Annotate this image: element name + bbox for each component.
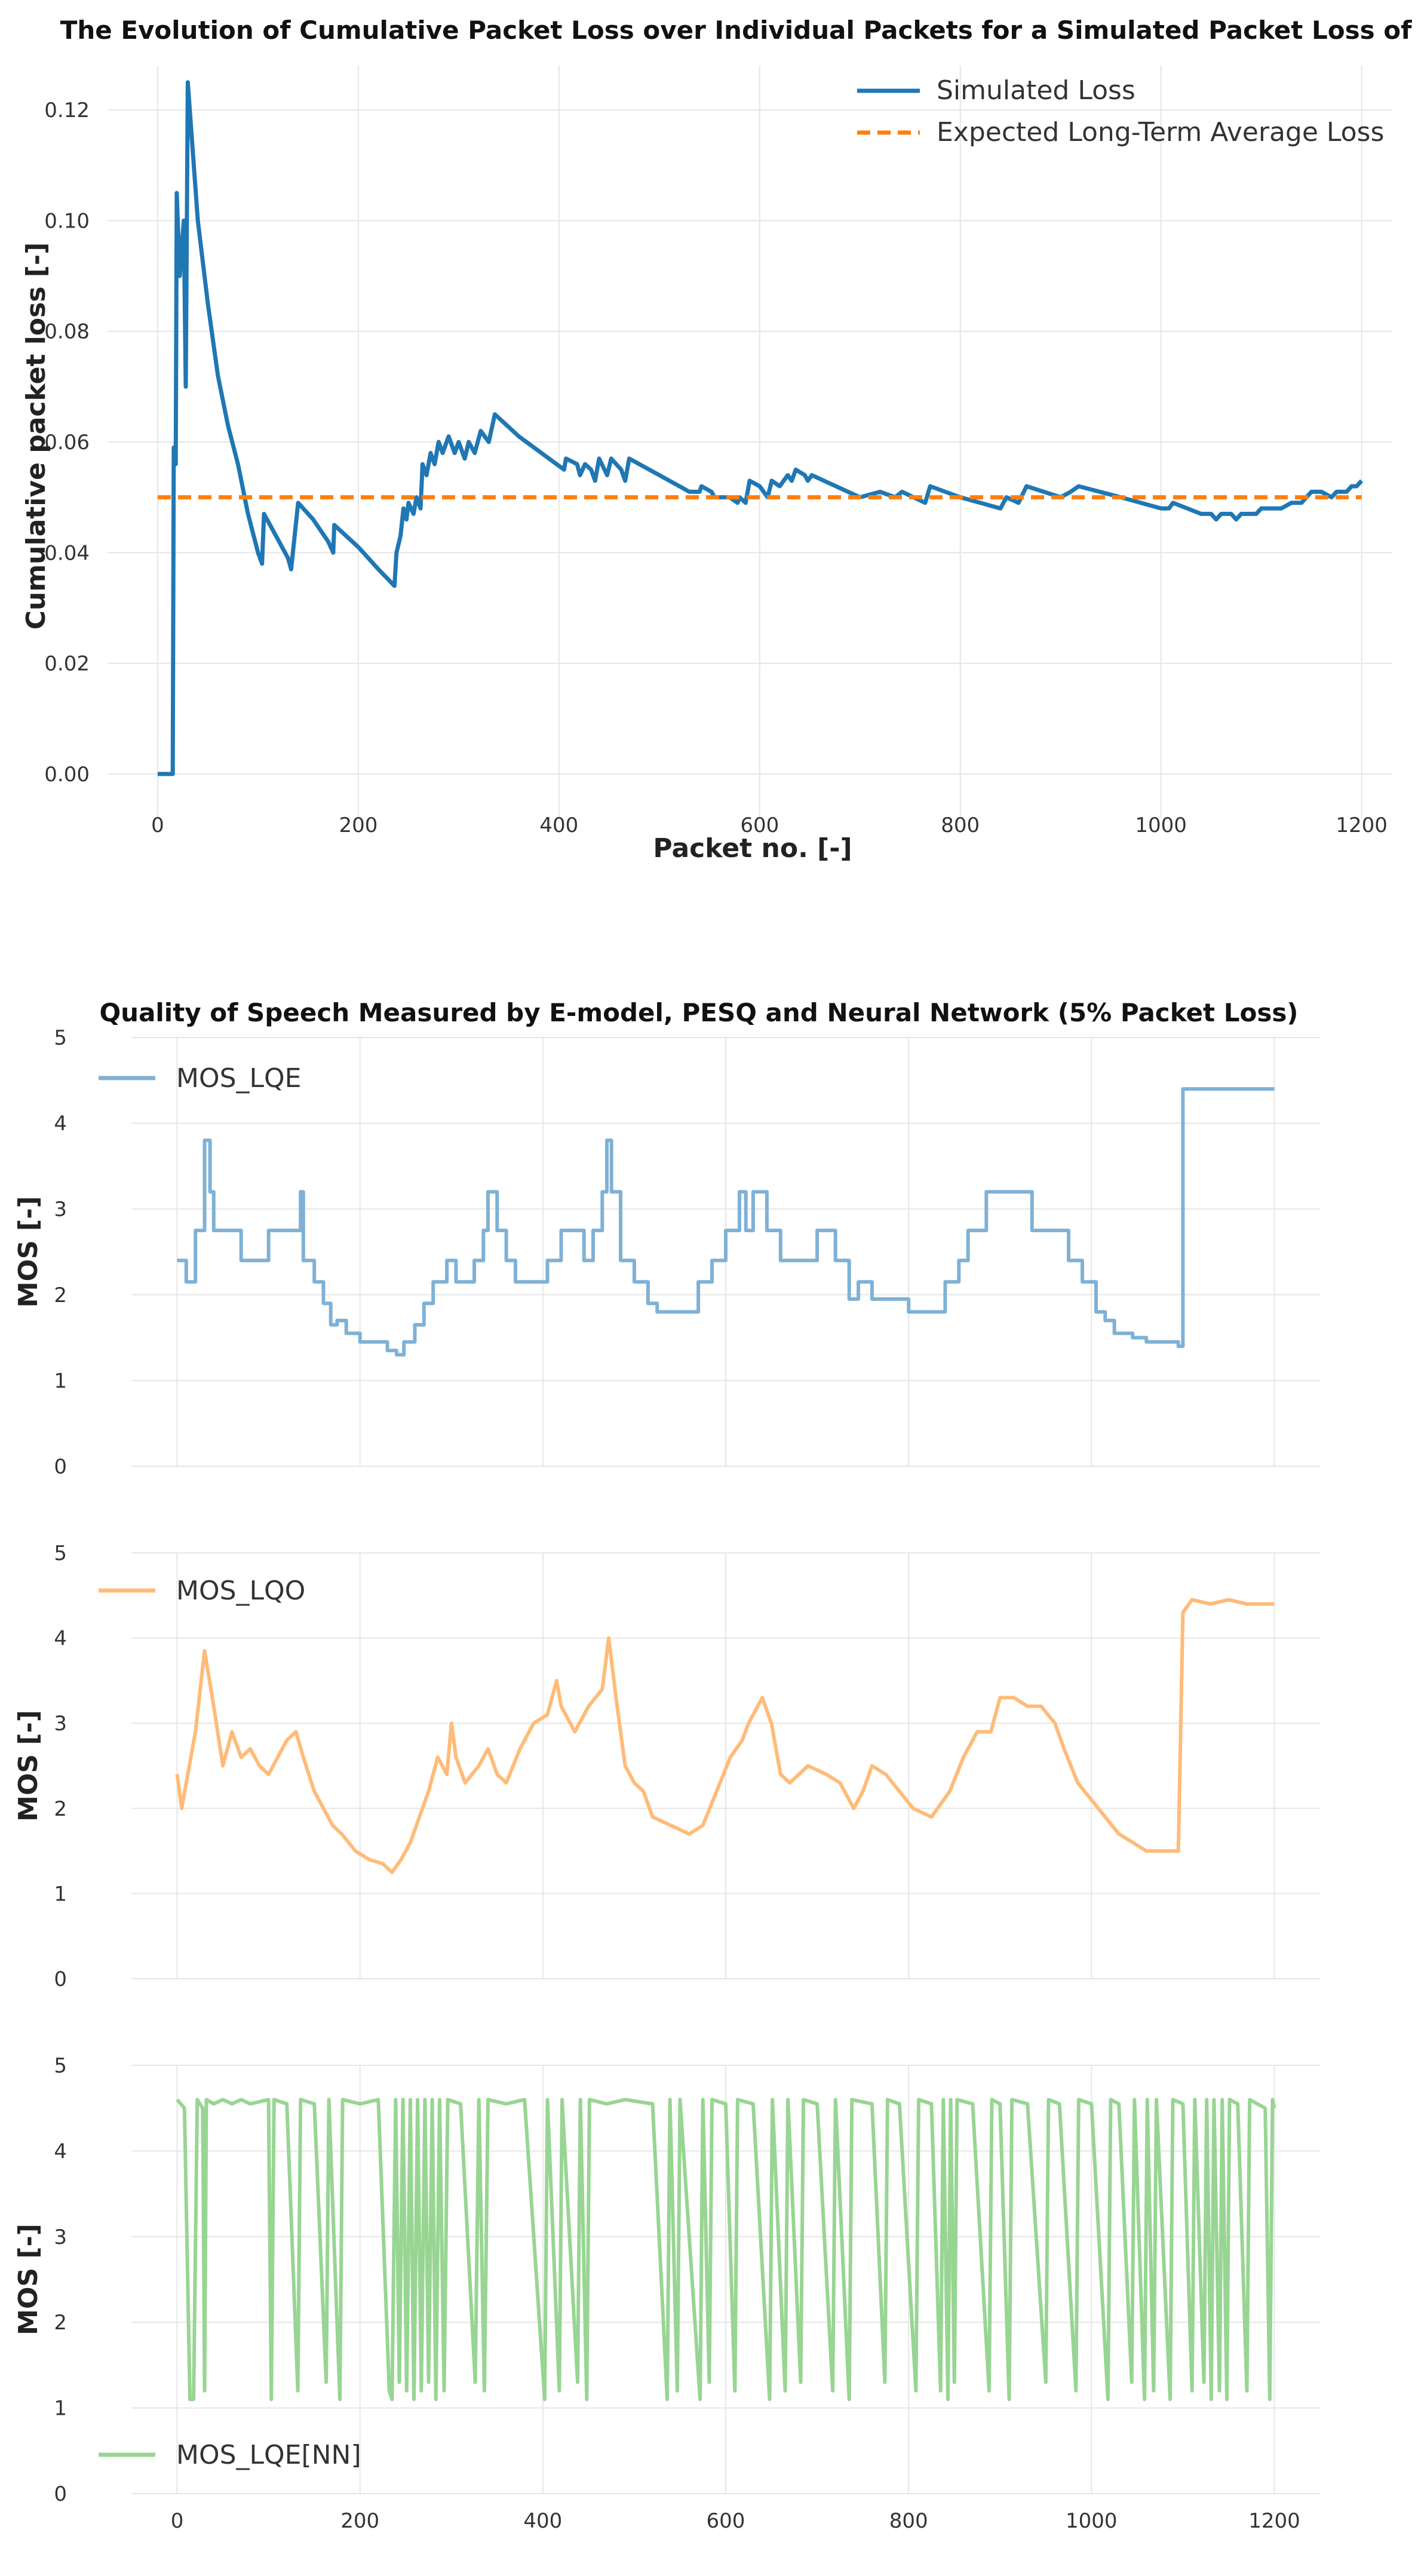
legend-label-mos-lqe: MOS_LQE <box>176 1063 301 1094</box>
chart1-x-ticks: 0 200 400 600 800 1000 1200 <box>151 813 1388 837</box>
panel-x-tick-label: 0 <box>171 2509 184 2533</box>
chart1-x-tick-label: 1200 <box>1336 813 1388 837</box>
chart1-y-axis-label: Cumulative packet loss [-] <box>21 242 51 630</box>
cumulative-loss-chart: The Evolution of Cumulative Packet Loss … <box>21 16 1421 864</box>
chart1-x-tick-label: 0 <box>151 813 164 837</box>
series-line-simulated-loss <box>158 80 1364 776</box>
panel-y-tick-label: 5 <box>54 1542 67 1565</box>
chart1-y-tick-label: 0.04 <box>44 541 90 565</box>
chart1-y-tick-label: 0.02 <box>44 652 90 676</box>
chart1-y-tick-label: 0.12 <box>44 99 90 122</box>
panel-y-tick-label: 4 <box>54 1627 67 1651</box>
panel-x-tick-label: 600 <box>707 2509 745 2533</box>
panel-y-tick-label: 2 <box>54 1284 67 1307</box>
chart1-x-tick-label: 1000 <box>1135 813 1187 837</box>
panel-y-tick-label: 5 <box>54 1026 67 1050</box>
chart1-legend: Simulated Loss Expected Long-Term Averag… <box>857 75 1384 148</box>
series-line-mos-lqe-nn <box>176 2098 1276 2402</box>
panel-y-axis-label: MOS [-] <box>13 1710 44 1822</box>
panel-y-tick-label: 5 <box>54 2054 67 2078</box>
panel-y-tick-label: 4 <box>54 1112 67 1136</box>
panel-x-tick-label: 1200 <box>1248 2509 1300 2533</box>
mos-quality-chart: Quality of Speech Measured by E-model, P… <box>13 998 1320 2533</box>
panel-y-axis-label: MOS [-] <box>13 2224 44 2335</box>
panel-y-tick-label: 1 <box>54 1882 67 1906</box>
panel-x-tick-label: 400 <box>523 2509 562 2533</box>
panel-mos-lqe: 0 1 2 3 4 5 MOS [-] MOS_LQE <box>13 1026 1320 1479</box>
panel-y-tick-label: 0 <box>54 1455 67 1479</box>
series-line-mos-lqe <box>177 1087 1275 1357</box>
chart1-y-ticks: 0.00 0.02 0.04 0.06 0.08 0.10 0.12 <box>44 99 90 787</box>
legend-label-expected-loss: Expected Long-Term Average Loss <box>937 117 1384 148</box>
chart2-panels: 0 1 2 3 4 5 MOS [-] MOS_LQE 0 1 2 3 4 5 MOS [-] MOS_LQO… <box>13 1026 1320 2533</box>
panel-y-axis-label: MOS [-] <box>13 1196 44 1308</box>
chart1-x-tick-label: 600 <box>740 813 779 837</box>
panel-mos-lqo: 0 1 2 3 4 5 MOS [-] MOS_LQO <box>13 1542 1320 1991</box>
panel-y-tick-label: 2 <box>54 2311 67 2335</box>
chart1-y-tick-label: 0.00 <box>44 763 90 787</box>
chart2-title: Quality of Speech Measured by E-model, P… <box>99 998 1298 1027</box>
chart1-y-tick-label: 0.06 <box>44 431 90 455</box>
chart1-x-tick-label: 200 <box>339 813 377 837</box>
panel-y-tick-label: 4 <box>54 2139 67 2163</box>
chart1-x-tick-label: 800 <box>941 813 980 837</box>
chart1-y-tick-label: 0.08 <box>44 320 90 344</box>
legend-label-simulated-loss: Simulated Loss <box>937 75 1135 106</box>
panel-y-tick-label: 0 <box>54 2482 67 2506</box>
panel-x-tick-label: 200 <box>340 2509 379 2533</box>
series-line-mos-lqo <box>175 1598 1275 1874</box>
legend-label-mos-lqe-nn: MOS_LQE[NN] <box>176 2440 361 2470</box>
panel-y-tick-label: 0 <box>54 1967 67 1991</box>
panel-y-tick-label: 1 <box>54 1369 67 1393</box>
panel-y-tick-label: 1 <box>54 2397 67 2421</box>
panel-y-tick-label: 3 <box>54 1198 67 1221</box>
chart1-grid <box>108 66 1392 818</box>
panel-mos-lqe-nn: 0 1 2 3 4 5 0 200 400 600 800 1000 1200 MOS [-] MOS_LQ… <box>13 2054 1320 2533</box>
chart1-series <box>158 80 1364 776</box>
panel-x-tick-label: 1000 <box>1066 2509 1118 2533</box>
chart1-x-tick-label: 400 <box>539 813 578 837</box>
chart1-title: The Evolution of Cumulative Packet Loss … <box>60 16 1421 45</box>
chart1-x-axis-label: Packet no. [-] <box>653 833 852 864</box>
legend-label-mos-lqo: MOS_LQO <box>176 1576 305 1606</box>
panel-y-tick-label: 2 <box>54 1797 67 1821</box>
panel-x-tick-label: 800 <box>889 2509 928 2533</box>
chart1-y-tick-label: 0.10 <box>44 209 90 233</box>
panel-y-tick-label: 3 <box>54 1712 67 1736</box>
panel-y-tick-label: 3 <box>54 2225 67 2249</box>
